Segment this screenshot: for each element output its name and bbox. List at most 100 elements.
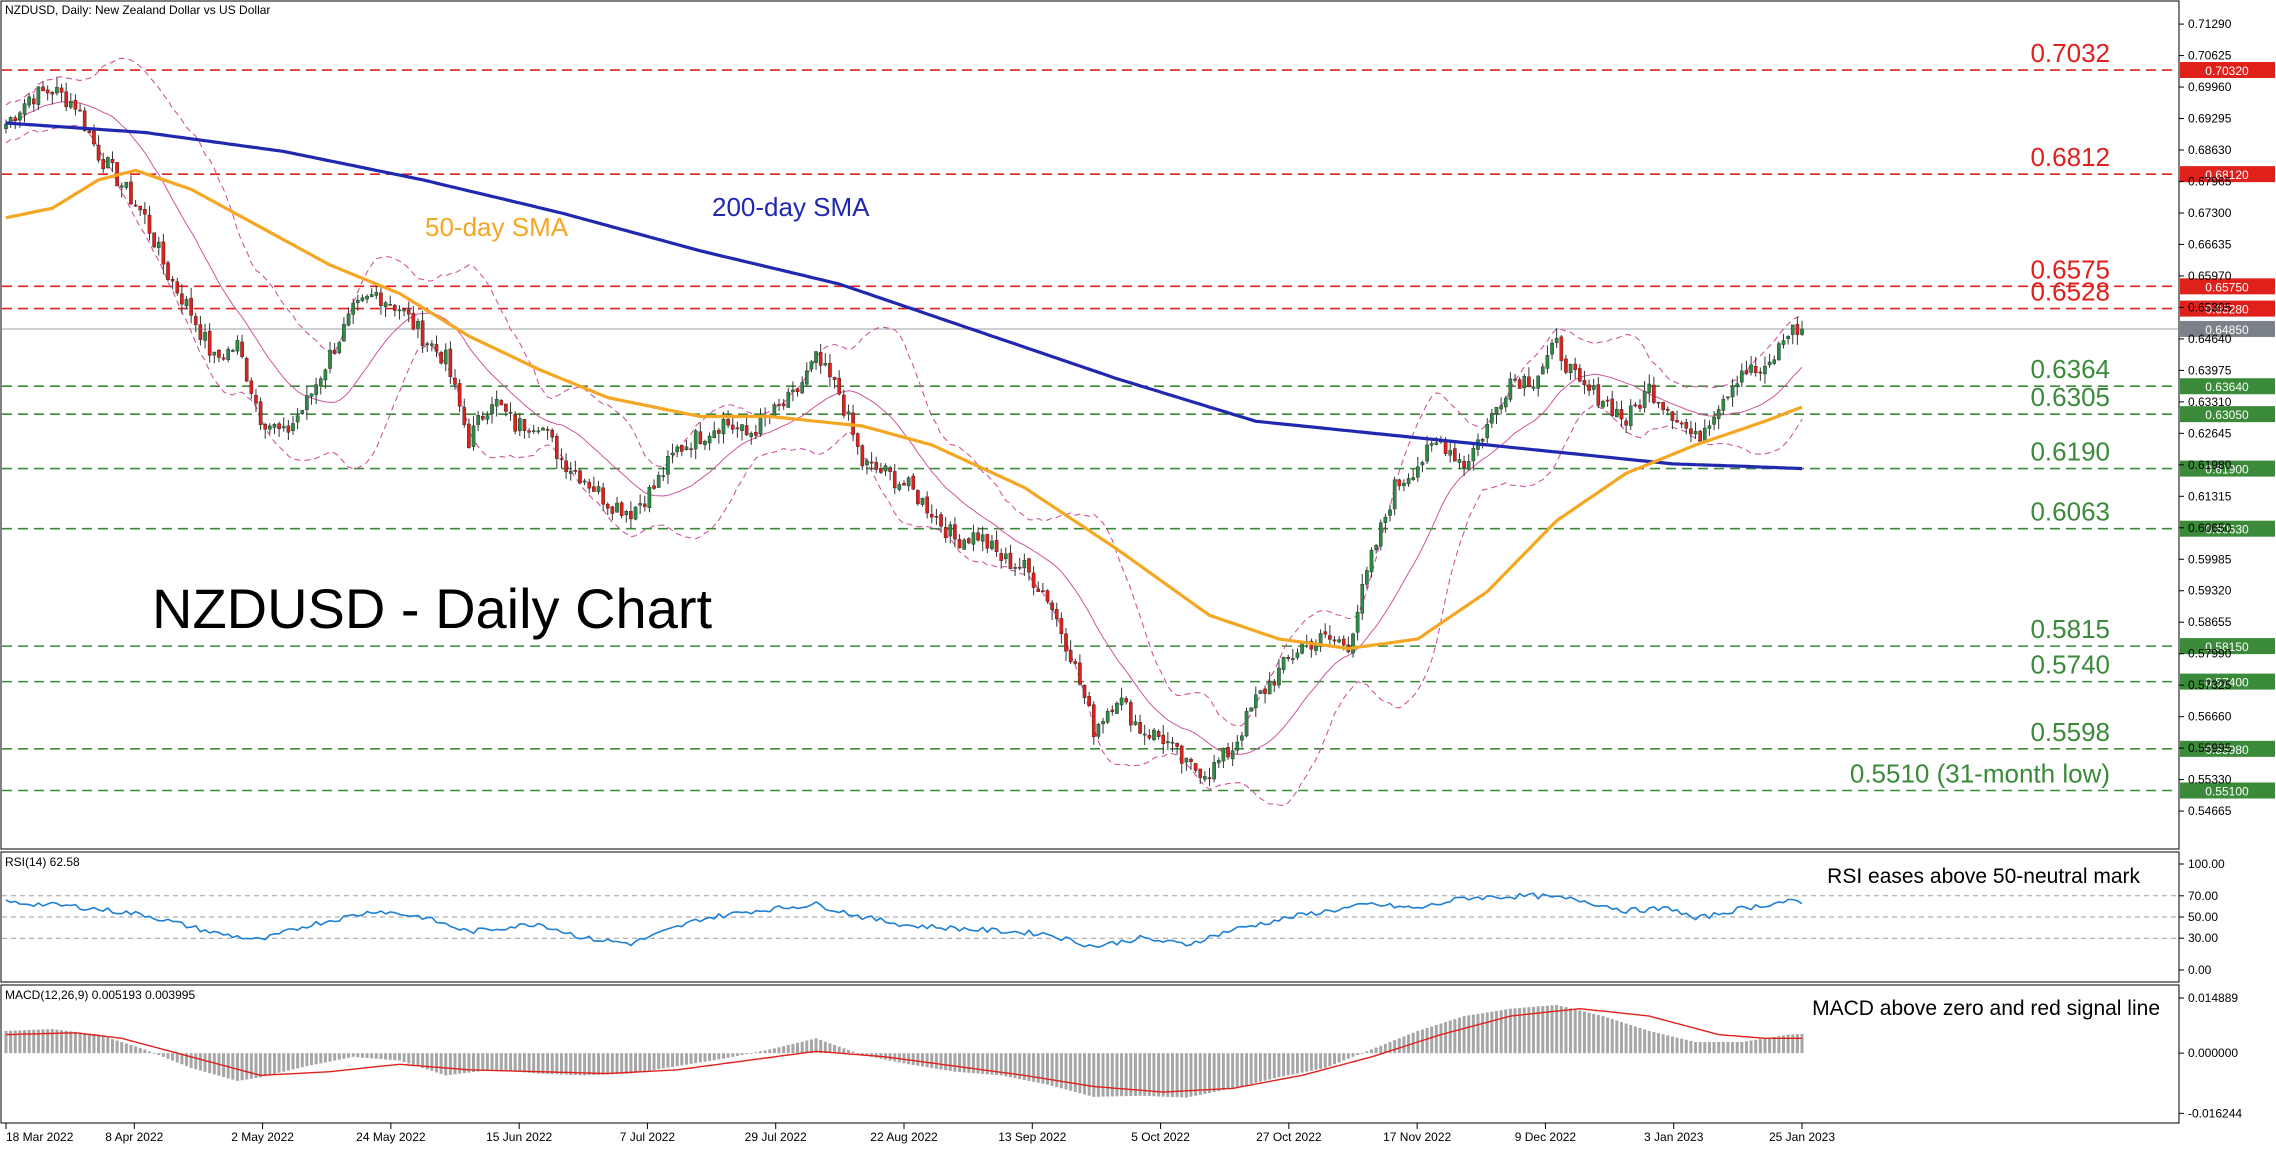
candle-body <box>842 394 846 416</box>
candle-body <box>471 425 476 447</box>
macd-bar <box>1694 1042 1698 1054</box>
macd-bar <box>1092 1053 1096 1097</box>
macd-bar <box>583 1053 587 1076</box>
candle-body <box>934 515 939 518</box>
macd-bar <box>1309 1053 1313 1071</box>
macd-bar <box>546 1053 550 1074</box>
macd-bar <box>194 1053 198 1070</box>
macd-bar <box>1439 1023 1443 1054</box>
candle-body <box>596 486 601 493</box>
macd-bar <box>1379 1045 1383 1054</box>
candle-body <box>286 425 291 433</box>
macd-bar <box>444 1053 448 1076</box>
macd-bar <box>1444 1022 1448 1054</box>
candle-body <box>1550 342 1554 355</box>
candle-body <box>1031 572 1036 588</box>
candle-body <box>823 363 828 366</box>
price-tick-label: 0.55995 <box>2188 741 2232 755</box>
candle-body <box>45 89 50 94</box>
price-tick-label: 0.68630 <box>2188 143 2232 157</box>
candle-body <box>1323 631 1328 635</box>
macd-bar <box>208 1053 212 1074</box>
candle-body <box>217 350 221 358</box>
macd-bar <box>397 1053 401 1061</box>
candle-body <box>1790 324 1795 335</box>
macd-bar <box>198 1053 202 1071</box>
candle-body <box>670 452 675 456</box>
macd-bar <box>1189 1053 1193 1097</box>
candle-body <box>189 297 193 316</box>
macd-bar <box>1559 1006 1563 1054</box>
candle-body <box>1503 397 1508 408</box>
candle-body <box>1036 588 1041 592</box>
macd-bar <box>407 1053 411 1064</box>
macd-bar <box>1203 1053 1207 1094</box>
macd-bar <box>1532 1006 1536 1054</box>
candle-body <box>1698 430 1702 441</box>
candle-body <box>1392 479 1397 510</box>
candle-body <box>420 320 425 347</box>
candle-body <box>124 181 129 188</box>
price-tick-label: 0.65970 <box>2188 269 2232 283</box>
candle-body <box>508 412 513 414</box>
candle-body <box>855 433 860 447</box>
date-tick-label: 22 Aug 2022 <box>870 1130 938 1144</box>
macd-bar <box>259 1053 263 1078</box>
macd-bar <box>1170 1053 1174 1098</box>
macd-bar <box>388 1053 392 1060</box>
macd-bar <box>106 1037 110 1054</box>
candle-body <box>1434 442 1439 445</box>
macd-bar <box>1393 1040 1397 1054</box>
price-tick-label: 0.62645 <box>2188 426 2232 440</box>
macd-bar <box>671 1053 675 1067</box>
candle-body <box>59 87 64 93</box>
macd-bar <box>638 1053 642 1073</box>
date-tick-label: 5 Oct 2022 <box>1131 1130 1190 1144</box>
macd-bar <box>1157 1053 1161 1097</box>
price-tick-label: 0.67300 <box>2188 206 2232 220</box>
candle-body <box>1753 366 1758 374</box>
candle-body <box>490 404 494 415</box>
macd-bar <box>1323 1053 1327 1068</box>
macd-bar <box>1434 1024 1438 1054</box>
candle-body <box>869 461 874 464</box>
candle-body <box>1091 704 1096 738</box>
macd-bar <box>1578 1010 1582 1054</box>
macd-bar <box>1680 1038 1684 1054</box>
candle-body <box>277 423 281 429</box>
macd-bar <box>1356 1053 1360 1055</box>
date-tick-label: 15 Jun 2022 <box>486 1130 552 1144</box>
candle-body <box>1513 378 1517 381</box>
macd-bar <box>643 1053 647 1072</box>
candle-body <box>582 480 587 483</box>
macd-bar <box>1383 1043 1387 1054</box>
macd-bar <box>1490 1011 1494 1054</box>
macd-bar <box>416 1053 420 1067</box>
candle-body <box>249 380 254 394</box>
macd-bar <box>1212 1053 1216 1093</box>
candle-body <box>550 429 555 438</box>
macd-bar <box>240 1053 244 1081</box>
macd-bar <box>13 1030 17 1054</box>
macd-bar <box>1448 1020 1452 1054</box>
macd-bar <box>1527 1007 1531 1054</box>
macd-bar <box>1707 1042 1711 1054</box>
macd-bar <box>1522 1007 1526 1054</box>
candle-body <box>800 382 804 394</box>
macd-bar <box>925 1053 929 1068</box>
macd-bar <box>245 1053 249 1080</box>
candle-body <box>1652 384 1656 403</box>
level-label-8: 0.5815 <box>2030 614 2110 644</box>
macd-bar <box>1342 1053 1346 1061</box>
candle-body <box>1457 459 1462 463</box>
macd-bar <box>421 1053 425 1068</box>
candle-body <box>638 503 642 506</box>
macd-bar <box>64 1030 68 1054</box>
candle-body <box>1406 478 1411 485</box>
macd-bar <box>1768 1037 1772 1054</box>
macd-bar <box>1657 1033 1661 1054</box>
price-tick-label: 0.69295 <box>2188 112 2232 126</box>
candle-body <box>689 448 693 451</box>
candle-body <box>605 503 610 509</box>
macd-bar <box>1166 1053 1170 1097</box>
